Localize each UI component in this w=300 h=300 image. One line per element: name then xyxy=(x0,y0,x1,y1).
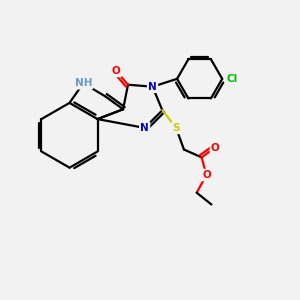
Text: O: O xyxy=(112,66,121,76)
Text: S: S xyxy=(172,123,180,133)
Text: O: O xyxy=(202,170,211,180)
Text: Cl: Cl xyxy=(226,74,238,84)
Text: O: O xyxy=(211,142,220,152)
Text: N: N xyxy=(148,82,157,92)
Text: N: N xyxy=(140,123,149,133)
Text: NH: NH xyxy=(74,78,92,88)
